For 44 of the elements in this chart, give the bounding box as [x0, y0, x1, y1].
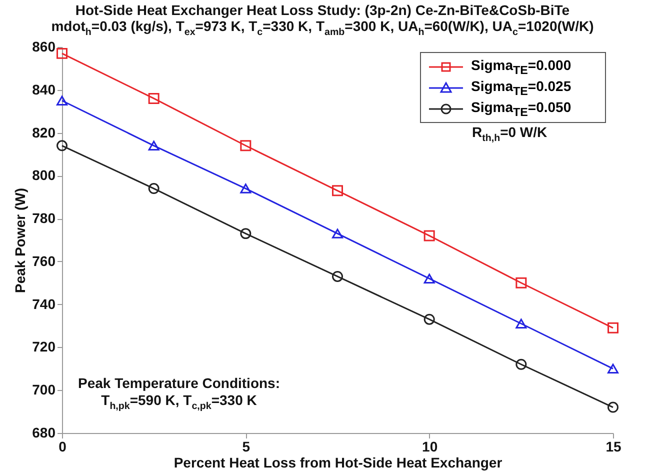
x-tick-label: 5	[242, 438, 250, 454]
point	[240, 228, 252, 240]
point	[148, 140, 160, 150]
point	[148, 183, 160, 194]
text: mdot$_{h}$=0.03 (kg/s), T$_{ex}$=973 K, T$_{c}$=330 K, T$_{amb}$=300 K, UA$_{h}$=60(W/K), UA$_{c}$=1020(W/K)	[51, 18, 594, 38]
point	[424, 314, 435, 325]
y-tick-label: 680	[32, 424, 56, 440]
legend-label: Sigma$_{TE}$=0.025	[471, 78, 572, 98]
annotation: Peak Temperature Conditions: T$_{h,pk}$=590 K, T$_{c,pk}$=330 K	[78, 375, 280, 414]
point	[516, 318, 527, 328]
point	[608, 364, 618, 374]
annotation: R$_{th,h}$=0 W/K	[472, 124, 548, 146]
point	[56, 96, 68, 106]
point	[56, 140, 68, 152]
y-tick-label: 800	[32, 167, 56, 184]
legend-label: Sigma$_{TE}$=0.050	[471, 98, 572, 118]
point	[240, 184, 252, 194]
point	[332, 185, 343, 196]
y-tick-label: 760	[32, 252, 56, 269]
y-tick-label: 740	[32, 296, 56, 312]
y-tick-label: 860	[32, 38, 56, 54]
point	[148, 92, 160, 104]
point	[240, 140, 252, 152]
point	[424, 230, 435, 242]
y-tick-label: 820	[32, 124, 56, 140]
y-tick-label: 700	[32, 382, 56, 398]
y-tick-label: 720	[32, 338, 56, 355]
y-tick-label: 780	[32, 210, 56, 226]
x-tick-label: 10	[422, 438, 438, 454]
legend-label: Sigma$_{TE}$=0.000	[471, 56, 572, 76]
y-tick-label: 840	[32, 81, 56, 98]
point	[332, 228, 343, 238]
point	[332, 270, 343, 282]
x-tick-label: 15	[606, 438, 622, 454]
point	[56, 48, 68, 59]
point	[516, 277, 527, 288]
point	[424, 274, 435, 284]
x-tick-label: 0	[58, 438, 67, 454]
y-axis-title: Peak Power (W)	[12, 188, 28, 294]
point	[608, 322, 618, 334]
x-axis-title: Percent Heat Loss from Hot-Side Heat Exchanger	[174, 454, 503, 470]
chart-title: Hot-Side Heat Exchanger Heat Loss Study: (3p-2n) Ce-Zn-BiTe&CoSb-BiTe	[75, 2, 570, 18]
point	[608, 402, 618, 413]
point	[516, 358, 527, 370]
